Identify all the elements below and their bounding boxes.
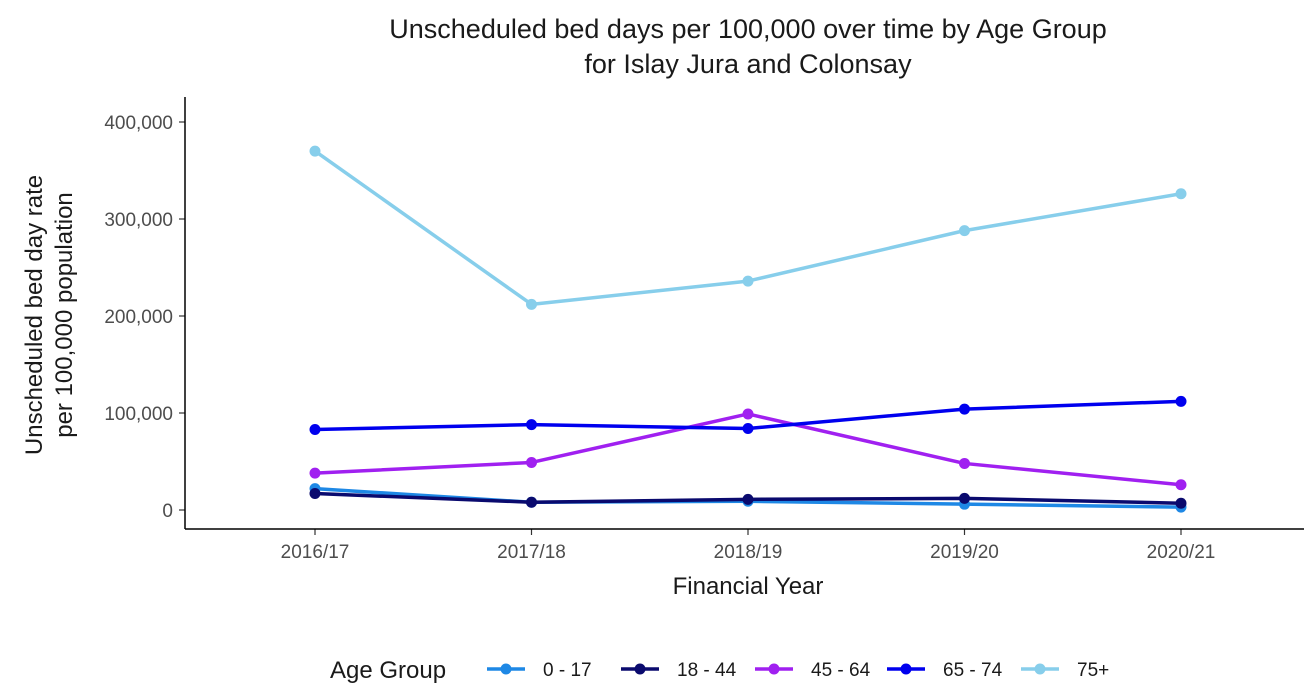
data-point-45-64: [959, 457, 970, 469]
y-axis-ticks: 0 100,000 200,000 300,000 400,000: [104, 113, 185, 522]
legend-swatch-point: [634, 663, 646, 675]
data-point-75: [526, 298, 537, 310]
data-point-75: [1175, 188, 1187, 200]
y-tick-label: 200,000: [104, 307, 173, 328]
legend-item-0-17: 0 - 17: [487, 660, 592, 681]
legend-label: 65 - 74: [943, 660, 1003, 681]
series-65-74: [309, 395, 1187, 435]
x-tick-label: 2016/17: [281, 542, 350, 563]
legend-label: 45 - 64: [811, 660, 871, 681]
data-point-65-74: [742, 423, 754, 435]
data-point-18-44: [309, 488, 321, 500]
chart-title-line-1: Unscheduled bed days per 100,000 over ti…: [389, 14, 1106, 44]
x-tick-label: 2019/20: [930, 542, 999, 563]
data-point-65-74: [526, 419, 537, 431]
y-axis-title: Unscheduled bed day rate per 100,000 pop…: [21, 175, 78, 455]
legend-item-65-74: 65 - 74: [887, 660, 1003, 681]
data-point-45-64: [309, 467, 321, 479]
data-point-75: [959, 225, 970, 237]
legend-swatch-point: [500, 663, 512, 675]
data-point-45-64: [526, 456, 537, 468]
x-tick-label: 2018/19: [714, 542, 783, 563]
legend-swatch-point: [768, 663, 780, 675]
y-tick-label: 0: [162, 501, 173, 522]
legend-label: 18 - 44: [677, 660, 737, 681]
legend: Age Group 0 - 17 18 - 44 45 - 64 65 - 74 75+: [330, 657, 1109, 684]
data-point-65-74: [1175, 395, 1187, 407]
data-point-65-74: [959, 403, 970, 415]
x-axis-title: Financial Year: [673, 573, 824, 600]
legend-item-18-44: 18 - 44: [621, 660, 737, 681]
data-point-18-44: [526, 496, 537, 508]
data-point-65-74: [309, 423, 321, 435]
series-75: [309, 145, 1187, 310]
y-tick-label: 100,000: [104, 404, 173, 425]
legend-item-75: 75+: [1021, 660, 1109, 681]
x-axis-ticks: 2016/17 2017/18 2018/19 2019/20 2020/21: [281, 529, 1216, 563]
legend-title: Age Group: [330, 657, 446, 684]
data-point-18-44: [1175, 497, 1187, 509]
y-axis-title-line-2: per 100,000 population: [51, 192, 78, 438]
legend-swatch-point: [900, 663, 912, 675]
series-layer: [309, 145, 1187, 513]
series-18-44: [309, 488, 1187, 509]
data-point-45-64: [1175, 479, 1187, 491]
data-point-75: [309, 145, 321, 157]
data-point-75: [742, 275, 754, 287]
legend-label: 0 - 17: [543, 660, 592, 681]
data-point-18-44: [742, 493, 754, 505]
y-axis-title-line-1: Unscheduled bed day rate: [21, 175, 48, 455]
legend-items: 0 - 17 18 - 44 45 - 64 65 - 74 75+: [487, 660, 1109, 681]
x-tick-label: 2017/18: [497, 542, 566, 563]
legend-item-45-64: 45 - 64: [755, 660, 871, 681]
x-tick-label: 2020/21: [1147, 542, 1216, 563]
data-point-18-44: [959, 492, 970, 504]
legend-swatch-point: [1034, 663, 1046, 675]
chart-title-line-2: for Islay Jura and Colonsay: [584, 49, 912, 79]
series-45-64: [309, 408, 1187, 491]
legend-label: 75+: [1077, 660, 1109, 681]
data-point-45-64: [742, 408, 754, 420]
y-tick-label: 300,000: [104, 210, 173, 231]
y-tick-label: 400,000: [104, 113, 173, 134]
